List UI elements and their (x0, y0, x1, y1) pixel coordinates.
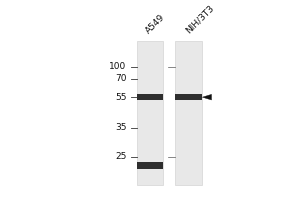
Text: 100: 100 (109, 62, 126, 71)
Text: 25: 25 (115, 152, 126, 161)
Text: NIH/3T3: NIH/3T3 (183, 3, 215, 35)
Bar (175, 41, 202, 185)
Bar (137, 41, 163, 185)
Bar (137, 94, 163, 100)
Bar (137, 162, 163, 169)
Text: 55: 55 (115, 93, 126, 102)
Text: 35: 35 (115, 123, 126, 132)
Polygon shape (202, 94, 211, 100)
Text: A549: A549 (144, 12, 166, 35)
Bar (175, 94, 202, 100)
Text: 70: 70 (115, 74, 126, 83)
